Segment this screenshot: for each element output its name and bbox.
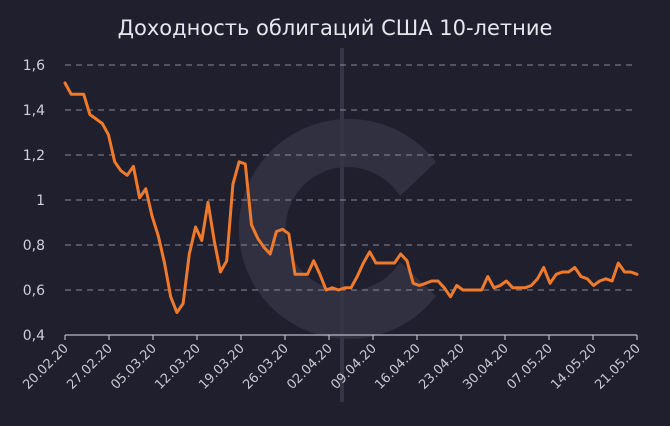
y-tick-label: 0,6 — [23, 283, 45, 299]
x-tick-label: 21.05.20 — [592, 341, 644, 393]
x-tick-label: 05.03.20 — [108, 341, 160, 393]
series-layer — [63, 81, 639, 314]
y-axis-ticks: 0,4 0,6 0,8 1 1,2 1,4 1,6 — [23, 58, 45, 344]
watermark-c-shape — [238, 118, 436, 339]
x-tick-label: 20.02.20 — [20, 341, 72, 393]
x-tick-label: 14.05.20 — [548, 341, 600, 393]
x-tick-label: 12.03.20 — [152, 341, 204, 393]
y-tick-label: 1,4 — [23, 103, 45, 119]
yield-series-line — [63, 81, 639, 314]
x-tick-label: 07.05.20 — [504, 341, 556, 393]
y-tick-label: 0,8 — [23, 238, 45, 254]
chart-title: Доходность облигаций США 10-летние — [118, 16, 553, 40]
x-tick-label: 16.04.20 — [372, 341, 424, 393]
x-tick-label: 30.04.20 — [460, 341, 512, 393]
x-tick-label: 26.03.20 — [240, 341, 292, 393]
y-tick-label: 0,4 — [23, 328, 45, 344]
y-tick-label: 1 — [36, 193, 45, 209]
y-tick-label: 1,2 — [23, 148, 45, 164]
gridlines — [65, 64, 637, 291]
x-tick-label: 27.02.20 — [64, 341, 116, 393]
y-tick-label: 1,6 — [23, 58, 45, 74]
x-tick-label: 19.03.20 — [196, 341, 248, 393]
x-tick-label: 09.04.20 — [328, 341, 380, 393]
x-tick-label: 02.04.20 — [284, 341, 336, 393]
watermark-logo — [238, 48, 436, 402]
x-tick-label: 23.04.20 — [416, 341, 468, 393]
x-axis-ticks: 20.02.2027.02.2005.03.2012.03.2019.03.20… — [20, 335, 644, 393]
